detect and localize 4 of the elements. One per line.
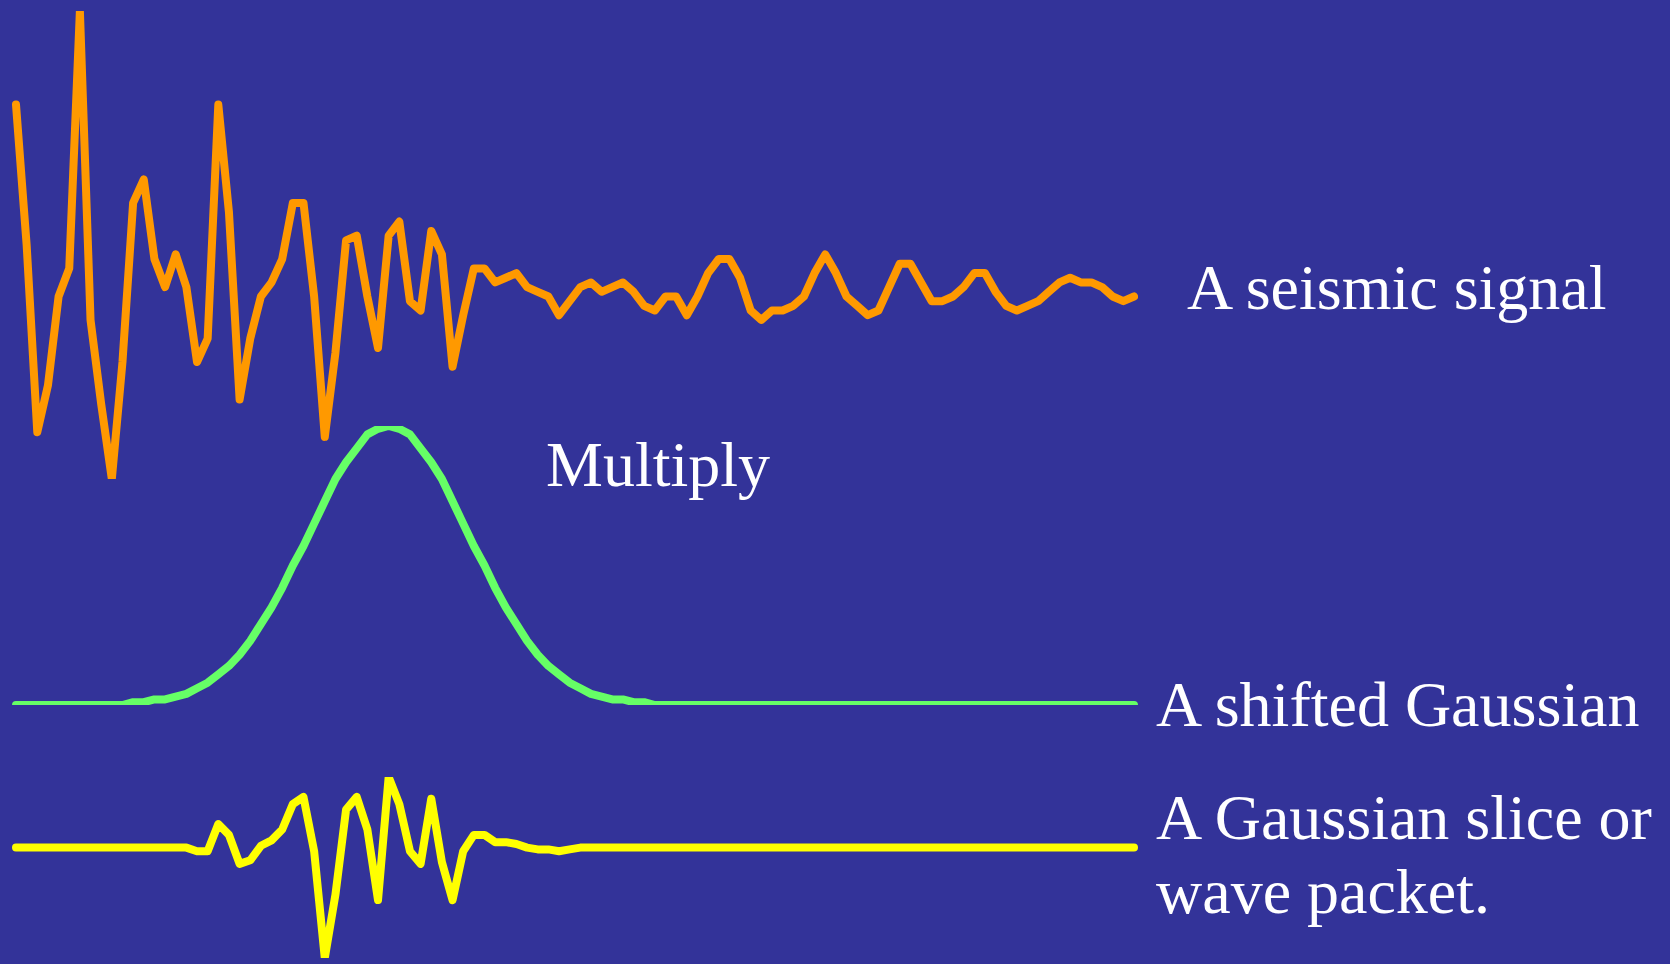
series-label: A shifted Gaussian bbox=[1156, 668, 1641, 742]
series-label: A seismic signal bbox=[1187, 251, 1608, 325]
annotation: Multiply bbox=[546, 428, 771, 502]
series-label: A Gaussian slice or wave packet. bbox=[1156, 781, 1653, 929]
